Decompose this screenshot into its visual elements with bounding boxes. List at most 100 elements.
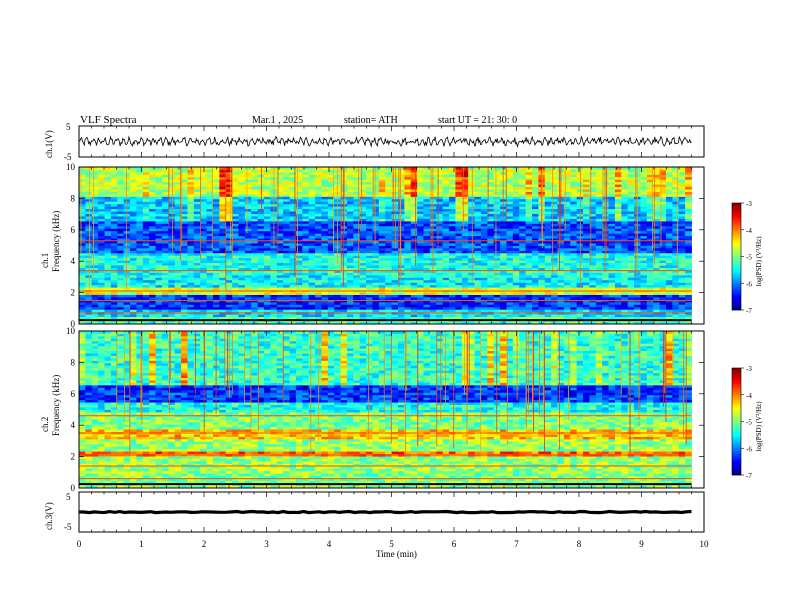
spectrogram-cell (334, 301, 341, 305)
spectrogram-cell (544, 223, 552, 227)
spectrogram-cell (85, 220, 93, 224)
spectrogram-cell (423, 211, 431, 215)
spectrogram-cell (257, 169, 265, 173)
spectrogram-cell (557, 282, 565, 286)
spectrogram-cell (359, 228, 367, 232)
spectrogram-cell (123, 247, 131, 251)
spectrogram-cell (544, 243, 552, 246)
spectrogram-cell (283, 272, 290, 276)
spectrogram-cell (493, 216, 501, 219)
spectrogram-cell (417, 230, 424, 234)
spectrogram-cell (551, 316, 558, 320)
spectrogram-cell (487, 218, 495, 222)
spectrogram-cell (264, 301, 271, 305)
spectrogram-cell (79, 274, 86, 278)
spectrogram-cell (206, 321, 214, 325)
spectrogram-cell (187, 201, 195, 205)
spectrogram-cell (506, 309, 514, 313)
spectrogram-cell (487, 186, 495, 190)
spectrogram-cell (461, 208, 469, 212)
spectrogram-cell (519, 191, 527, 195)
spectrogram-cell (429, 247, 437, 251)
spectrogram-cell (327, 184, 335, 188)
spectrogram-cell (538, 306, 546, 310)
spectrogram-cell (436, 211, 444, 215)
spectrogram-cell (493, 274, 501, 278)
spectrogram-cell (110, 203, 118, 207)
spectrogram-cell (372, 314, 380, 318)
spectrogram-cell (544, 174, 552, 178)
spectrogram-cell (391, 179, 399, 183)
spectrogram-cell (557, 316, 565, 320)
spectrogram-cell (315, 206, 322, 210)
spectrogram-cell (308, 193, 316, 197)
spectrogram-cell (512, 306, 520, 310)
spectrogram-cell (404, 284, 412, 288)
spectrogram-cell (130, 198, 137, 202)
spectrogram-cell (474, 272, 482, 276)
spectrogram-cell (519, 211, 527, 215)
spectrogram-cell (104, 301, 112, 305)
spectrogram-cell (117, 287, 125, 291)
spectrogram-cell (480, 220, 488, 224)
spectrogram-cell (429, 306, 437, 310)
spectrogram-cell (98, 284, 105, 288)
spectrogram-cell (563, 301, 571, 305)
spectrogram-cell (423, 255, 431, 259)
spectrogram-cell (378, 252, 386, 256)
spectrogram-cell (506, 301, 514, 305)
spectrogram-cell (85, 292, 93, 295)
spectrogram-cell (455, 267, 463, 271)
spectrogram-cell (238, 282, 246, 286)
spectrogram-cell (423, 321, 431, 325)
spectrogram-cell (232, 279, 239, 283)
spectrogram-cell (110, 240, 118, 244)
spectrogram-cell (404, 174, 412, 178)
spectrogram-cell (264, 306, 271, 310)
spectrogram-cell (449, 184, 456, 188)
spectrogram-cell (404, 167, 412, 170)
spectrogram-cell (321, 306, 329, 310)
spectrogram-cell (449, 181, 456, 185)
spectrogram-cell (474, 193, 482, 197)
spectrogram-cell (219, 292, 227, 295)
spectrogram-cell (270, 257, 278, 261)
spectrogram-cell (200, 306, 207, 310)
spectrogram-cell (410, 223, 418, 227)
spectrogram-cell (232, 169, 239, 173)
spectrogram-cell (123, 223, 131, 227)
spectrogram-cell (244, 176, 252, 180)
spectrogram-cell (142, 230, 150, 234)
spectrogram-cell (455, 235, 463, 239)
spectrogram-cell (155, 243, 163, 246)
spectrogram-cell (308, 301, 316, 305)
spectrogram-cell (468, 255, 475, 259)
spectrogram-cell (315, 272, 322, 276)
spectrogram-cell (436, 206, 444, 210)
spectrogram-cell (353, 189, 361, 192)
spectrogram-cell (385, 262, 393, 266)
spectrogram-cell (519, 243, 527, 246)
spectrogram-cell (423, 252, 431, 256)
spectrogram-cell (302, 304, 310, 308)
spectrogram-cell (264, 262, 271, 266)
spectrogram-cell (385, 198, 393, 202)
spectrogram-cell (315, 294, 322, 298)
spectrogram-cell (244, 184, 252, 188)
spectrogram-cell (155, 181, 163, 185)
spectrogram-cell (538, 274, 546, 278)
spectrogram-cell (98, 218, 105, 222)
spectrogram-cell (117, 213, 125, 217)
spectrogram-cell (423, 279, 431, 283)
spectrogram-cell (398, 176, 405, 180)
spectrogram-cell (391, 270, 399, 273)
spectrogram-cell (136, 201, 144, 205)
spectrogram-cell (130, 314, 137, 318)
spectrogram-cell (519, 309, 527, 313)
spectrogram-cell (340, 294, 348, 298)
spectrogram-cell (200, 169, 207, 173)
spectrogram-cell (468, 301, 475, 305)
spectrogram-cell (295, 213, 303, 217)
spectrogram-cell (117, 184, 125, 188)
spectrogram-cell (85, 233, 93, 237)
